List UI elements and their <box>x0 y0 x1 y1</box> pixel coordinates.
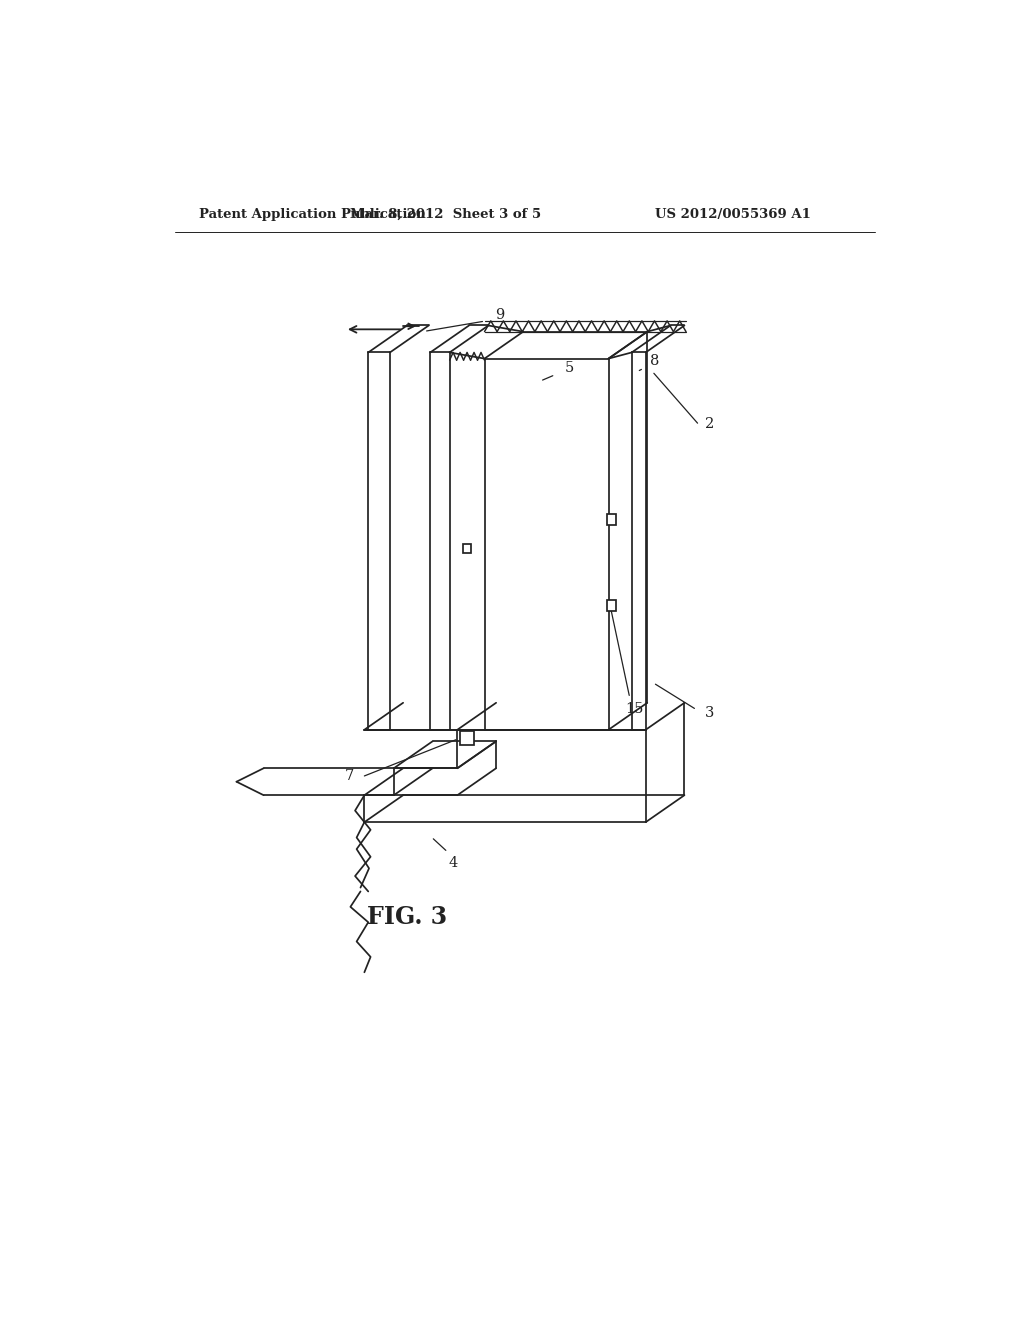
Text: 9: 9 <box>496 308 505 322</box>
Text: 4: 4 <box>449 855 458 870</box>
Text: 3: 3 <box>705 706 714 719</box>
Text: 5: 5 <box>565 360 574 375</box>
Text: 15: 15 <box>625 702 643 715</box>
Bar <box>607 599 616 611</box>
Text: US 2012/0055369 A1: US 2012/0055369 A1 <box>654 209 810 222</box>
Bar <box>607 515 616 525</box>
Text: 7: 7 <box>344 770 353 783</box>
Text: Patent Application Publication: Patent Application Publication <box>200 209 426 222</box>
Text: 2: 2 <box>705 417 714 432</box>
Bar <box>463 544 471 553</box>
Text: Mar. 8, 2012  Sheet 3 of 5: Mar. 8, 2012 Sheet 3 of 5 <box>350 209 542 222</box>
Bar <box>460 731 474 744</box>
Text: FIG. 3: FIG. 3 <box>367 904 447 929</box>
Text: 8: 8 <box>650 354 659 368</box>
